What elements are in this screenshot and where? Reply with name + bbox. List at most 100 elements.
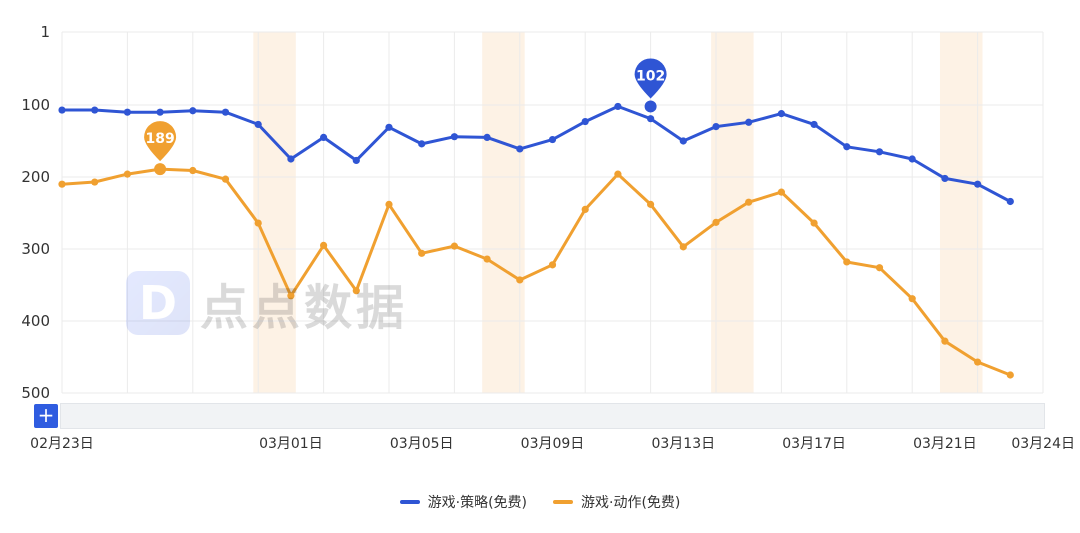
series-0-point[interactable] [352,156,360,165]
series-0-point[interactable] [418,140,426,148]
line-chart: 1 100 200 300 400 500 02月23日 03月01日 03月05日 03月09… [21,23,1075,452]
series-line-1 [61,167,1011,377]
x-tick-label: 03月17日 [782,436,846,452]
x-axis: 02月23日 03月01日 03月05日 03月09日 03月13日 03月17日 03月2… [30,436,1075,452]
series-1-point[interactable] [58,180,66,188]
marker-point-1 [154,163,167,176]
series-0-point[interactable] [908,155,916,163]
legend-label-strategy: 游戏·策略(免费) [427,495,527,511]
series-1-point[interactable] [712,218,720,226]
series-0-point[interactable] [221,108,230,116]
series-1-point[interactable] [320,241,328,249]
series-0-point[interactable] [941,174,949,183]
x-tick-label: 03月13日 [651,436,715,452]
series-0-point[interactable] [974,180,982,188]
zoom-in-button[interactable]: + [34,404,58,428]
series-0-point[interactable] [287,155,295,163]
series-0-point[interactable] [189,107,197,115]
x-tick-label: 03月09日 [521,436,585,452]
series-1-point[interactable] [221,175,230,183]
series-0-point[interactable] [254,120,262,129]
range-slider[interactable] [60,403,1045,429]
series-0-point[interactable] [614,102,622,111]
series-1-point[interactable] [385,200,393,208]
series-1-point[interactable] [745,198,753,206]
series-0-point[interactable] [745,118,753,126]
series-1-point[interactable] [614,170,622,178]
series-0-point[interactable] [777,110,786,118]
series-0-point[interactable] [548,135,557,144]
highlight-band-1 [482,32,525,393]
marker-point-0 [644,100,657,113]
series-0-point[interactable] [156,108,164,116]
highlight-band-0 [253,32,296,393]
series-0-point[interactable] [679,137,687,145]
highlight-band-3 [939,32,983,393]
legend-label-action: 游戏·动作(免费) [581,495,681,511]
y-tick-label: 1 [40,23,50,41]
y-axis: 1 100 200 300 400 500 [21,23,50,402]
marker-pin-0 [634,58,667,99]
y-tick-label: 500 [21,384,50,402]
series-1-point[interactable] [581,205,589,213]
series-1-point[interactable] [875,264,884,272]
series-1-point[interactable] [908,295,916,303]
series-1-point[interactable] [941,337,949,345]
series-1-point[interactable] [516,276,524,284]
series-0-point[interactable] [516,145,524,153]
series-1-point[interactable] [123,170,131,178]
series-1-point[interactable] [189,166,197,175]
grid-lines [61,31,1044,394]
marker-label-0: 102 [636,68,665,84]
series-1-point[interactable] [548,261,557,269]
legend: 游戏·策略(免费) 游戏·动作(免费) [0,492,1080,512]
legend-item-action[interactable]: 游戏·动作(免费) [553,492,680,512]
legend-swatch-action [553,500,573,504]
y-tick-label: 300 [21,240,50,258]
series-lines [61,104,1012,377]
series-0-point[interactable] [91,106,99,114]
series-0-point[interactable] [450,133,458,141]
series-0-point[interactable] [58,106,66,114]
series-0-point[interactable] [320,133,328,141]
series-1-point[interactable] [777,188,786,196]
series-1-point[interactable] [483,255,491,263]
series-1-point[interactable] [843,258,851,266]
y-tick-label: 100 [21,96,50,114]
weekend-bands [253,32,983,393]
series-0-point[interactable] [712,123,720,131]
series-0-point[interactable] [581,117,589,126]
legend-item-strategy[interactable]: 游戏·策略(免费) [399,492,527,512]
x-tick-label: 03月05日 [390,436,454,452]
series-0-point[interactable] [1006,197,1014,206]
series-1-point[interactable] [91,178,99,186]
series-1-point[interactable] [352,287,360,295]
series-1-point[interactable] [679,243,687,251]
series-line-0 [62,104,1012,203]
series-0-point[interactable] [647,115,655,123]
series-points [58,102,1014,379]
marker-label-1: 189 [145,131,174,147]
series-1-point[interactable] [974,358,982,366]
series-1-point[interactable] [418,249,426,257]
series-1-point[interactable] [254,219,262,227]
y-tick-label: 200 [21,168,50,186]
series-1-point[interactable] [647,200,655,208]
series-0-point[interactable] [843,143,851,151]
marker-pin-1 [144,121,177,162]
series-1-point[interactable] [810,219,818,227]
series-0-point[interactable] [875,148,884,156]
series-0-point[interactable] [385,123,393,131]
series-1-point[interactable] [287,292,295,300]
x-tick-label: 03月21日 [913,436,977,452]
series-0-point[interactable] [810,120,818,129]
series-1-point[interactable] [450,242,458,250]
x-tick-label: 03月24日 [1011,436,1075,452]
x-tick-label: 03月01日 [259,436,323,452]
legend-swatch-strategy [399,500,420,504]
series-0-point[interactable] [483,133,491,141]
x-tick-label: 02月23日 [30,436,94,452]
value-markers: 102 189 [144,58,667,176]
series-1-point[interactable] [1006,371,1014,379]
series-0-point[interactable] [123,108,131,116]
